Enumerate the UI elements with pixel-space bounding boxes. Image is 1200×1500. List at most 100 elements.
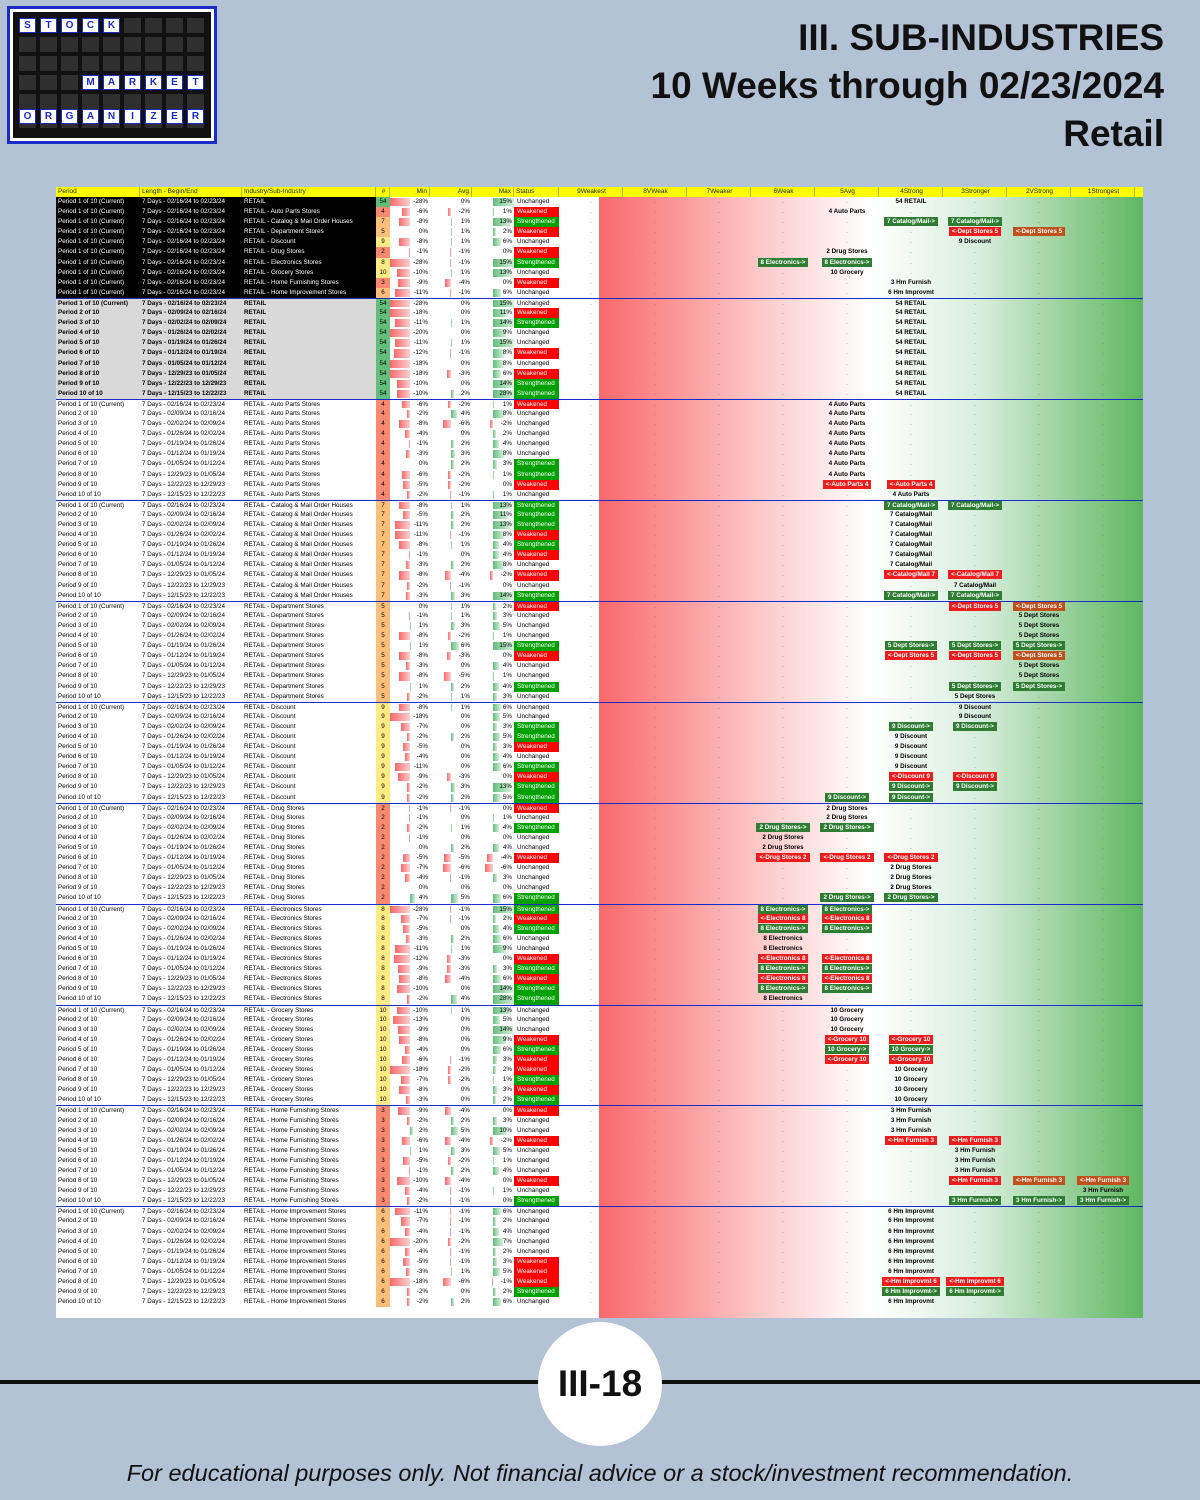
column-header[interactable]: 5Avg: [815, 187, 879, 197]
bucket-placeholder-dot: .: [782, 1237, 784, 1245]
data-bar: [396, 268, 410, 277]
length-cell: 7 Days - 12/15/23 to 12/22/23: [142, 1096, 225, 1104]
column-header[interactable]: #: [376, 187, 390, 197]
strength-bucket-cell: 6 Hm Improvmt: [879, 1237, 943, 1247]
bucket-placeholder-dot: .: [910, 712, 912, 720]
max-cell: 0%: [472, 1176, 514, 1186]
column-header[interactable]: 3Stronger: [943, 187, 1007, 197]
length-cell: 7 Days - 01/19/24 to 01/26/24: [142, 1045, 225, 1053]
bucket-placeholder-dot: .: [782, 1227, 784, 1235]
strength-bucket-cell: <-Catalog/Mail 7: [943, 570, 1007, 580]
bucket-label: 6 Hm Improvmt: [888, 288, 934, 296]
strength-bucket-cell: <-Electronics 8: [751, 974, 815, 984]
column-header[interactable]: 6Weak: [751, 187, 815, 197]
bucket-placeholder-dot: .: [590, 1197, 592, 1205]
strength-bucket-cell: 4 Auto Parts: [815, 459, 879, 469]
bucket-placeholder-dot: .: [1102, 1107, 1104, 1115]
bucket-placeholder-dot: .: [718, 409, 720, 417]
table-row: Period 1 of 10 (Current) 7 Days - 02/16/2…: [56, 600, 1143, 611]
period-cell: Period 6 of 10: [58, 1257, 98, 1265]
value-text: -11%: [413, 521, 428, 528]
bucket-placeholder-dot: .: [910, 965, 912, 973]
industry-cell: RETAIL - Catalog & Mail Order Houses: [244, 561, 353, 569]
value-text: -20%: [413, 1237, 428, 1245]
bucket-placeholder-dot: .: [590, 864, 592, 872]
data-bar: [402, 470, 410, 479]
bucket-placeholder-dot: .: [846, 1116, 848, 1124]
status-badge: Weakened: [514, 1176, 559, 1187]
column-header[interactable]: Period: [56, 187, 140, 197]
period-cell: Period 9 of 10: [58, 1288, 98, 1296]
value-text: -18%: [413, 309, 428, 317]
bucket-placeholder-dot: .: [590, 743, 592, 751]
bucket-placeholder-dot: .: [782, 510, 784, 518]
industry-cell: RETAIL - Discount: [244, 763, 296, 771]
bucket-placeholder-dot: .: [590, 682, 592, 690]
bucket-label: <-Hm Furnish 3: [948, 1135, 1001, 1145]
bucket-placeholder-dot: .: [1038, 238, 1040, 246]
bucket-placeholder-dot: .: [654, 864, 656, 872]
bucket-placeholder-dot: .: [974, 944, 976, 952]
bucket-placeholder-dot: .: [718, 480, 720, 488]
table-row: Period 3 of 10 7 Days - 02/02/24 to 02/09…: [56, 520, 1143, 531]
status-badge: Weakened: [514, 348, 559, 359]
column-header[interactable]: Max: [472, 187, 514, 197]
bucket-placeholder-dot: .: [974, 905, 976, 913]
table-row: Period 4 of 10 7 Days - 01/26/24 to 02/02…: [56, 429, 1143, 440]
column-header[interactable]: Status: [514, 187, 559, 197]
strength-bucket-cell: 8 Electronics->: [815, 904, 879, 914]
length-cell: 7 Days - 02/16/24 to 02/23/24: [140, 237, 242, 248]
period-cell: Period 8 of 10: [58, 672, 98, 680]
column-header[interactable]: 4Strong: [879, 187, 943, 197]
bucket-placeholder-dot: .: [590, 934, 592, 942]
bucket-placeholder-dot: .: [590, 198, 592, 205]
column-header[interactable]: 7Weaker: [687, 187, 751, 197]
status-badge: Weakened: [514, 954, 559, 965]
count-cell: 5: [376, 691, 390, 702]
bucket-label: 10 Grocery: [830, 1006, 864, 1014]
data-bar: [493, 258, 514, 267]
bucket-label: <-Catalog/Mail 7: [947, 570, 1003, 580]
max-cell: 13%: [472, 217, 514, 227]
column-header[interactable]: 2VStrong: [1007, 187, 1071, 197]
data-bar: [493, 1055, 498, 1065]
column-header[interactable]: 1Strongest: [1071, 187, 1135, 197]
data-bar: [449, 258, 451, 267]
status-badge: Strengthened: [514, 984, 559, 995]
bucket-placeholder-dot: .: [1102, 359, 1104, 367]
bucket-placeholder-dot: .: [654, 339, 656, 347]
status-badge: Strengthened: [514, 217, 559, 228]
column-header[interactable]: Industry/Sub-Industry: [242, 187, 376, 197]
bucket-placeholder-dot: .: [654, 995, 656, 1003]
length-cell: 7 Days - 02/09/24 to 02/16/24: [142, 1217, 225, 1225]
value-text: -18%: [413, 359, 428, 367]
bucket-placeholder-dot: .: [846, 833, 848, 841]
bucket-placeholder-dot: .: [846, 773, 848, 781]
value-text: -1%: [458, 905, 470, 913]
data-bar: [390, 198, 410, 207]
min-cell: -7%: [390, 914, 430, 924]
max-cell: 3%: [472, 459, 514, 469]
bucket-placeholder-dot: .: [654, 309, 656, 317]
min-cell: -3%: [390, 934, 430, 944]
table-row: Period 10 of 10 7 Days - 12/15/23 to 12/2…: [56, 388, 1143, 399]
bucket-placeholder-dot: .: [846, 510, 848, 518]
column-header[interactable]: Min: [390, 187, 430, 197]
column-header[interactable]: Length - Begin/End: [140, 187, 242, 197]
column-header[interactable]: 8VWeak: [623, 187, 687, 197]
data-bar: [448, 470, 451, 479]
status-badge: Unchanged: [517, 672, 550, 680]
column-header[interactable]: 9Weakest: [559, 187, 623, 197]
bucket-placeholder-dot: .: [654, 561, 656, 569]
max-cell: 0%: [472, 833, 514, 843]
table-row: Period 9 of 10 7 Days - 12/22/23 to 12/29…: [56, 782, 1143, 793]
bucket-placeholder-dot: .: [718, 813, 720, 821]
value-text: -1%: [416, 611, 428, 619]
max-cell: 1%: [472, 813, 514, 823]
period-cell: Period 6 of 10: [56, 348, 140, 359]
column-header[interactable]: Avg: [430, 187, 472, 197]
bucket-placeholder-dot: .: [654, 440, 656, 448]
table-row: Period 8 of 10 7 Days - 12/29/23 to 01/05…: [56, 1075, 1143, 1086]
bucket-placeholder-dot: .: [782, 1025, 784, 1033]
industry-cell: RETAIL - Electronics Stores: [244, 924, 322, 932]
